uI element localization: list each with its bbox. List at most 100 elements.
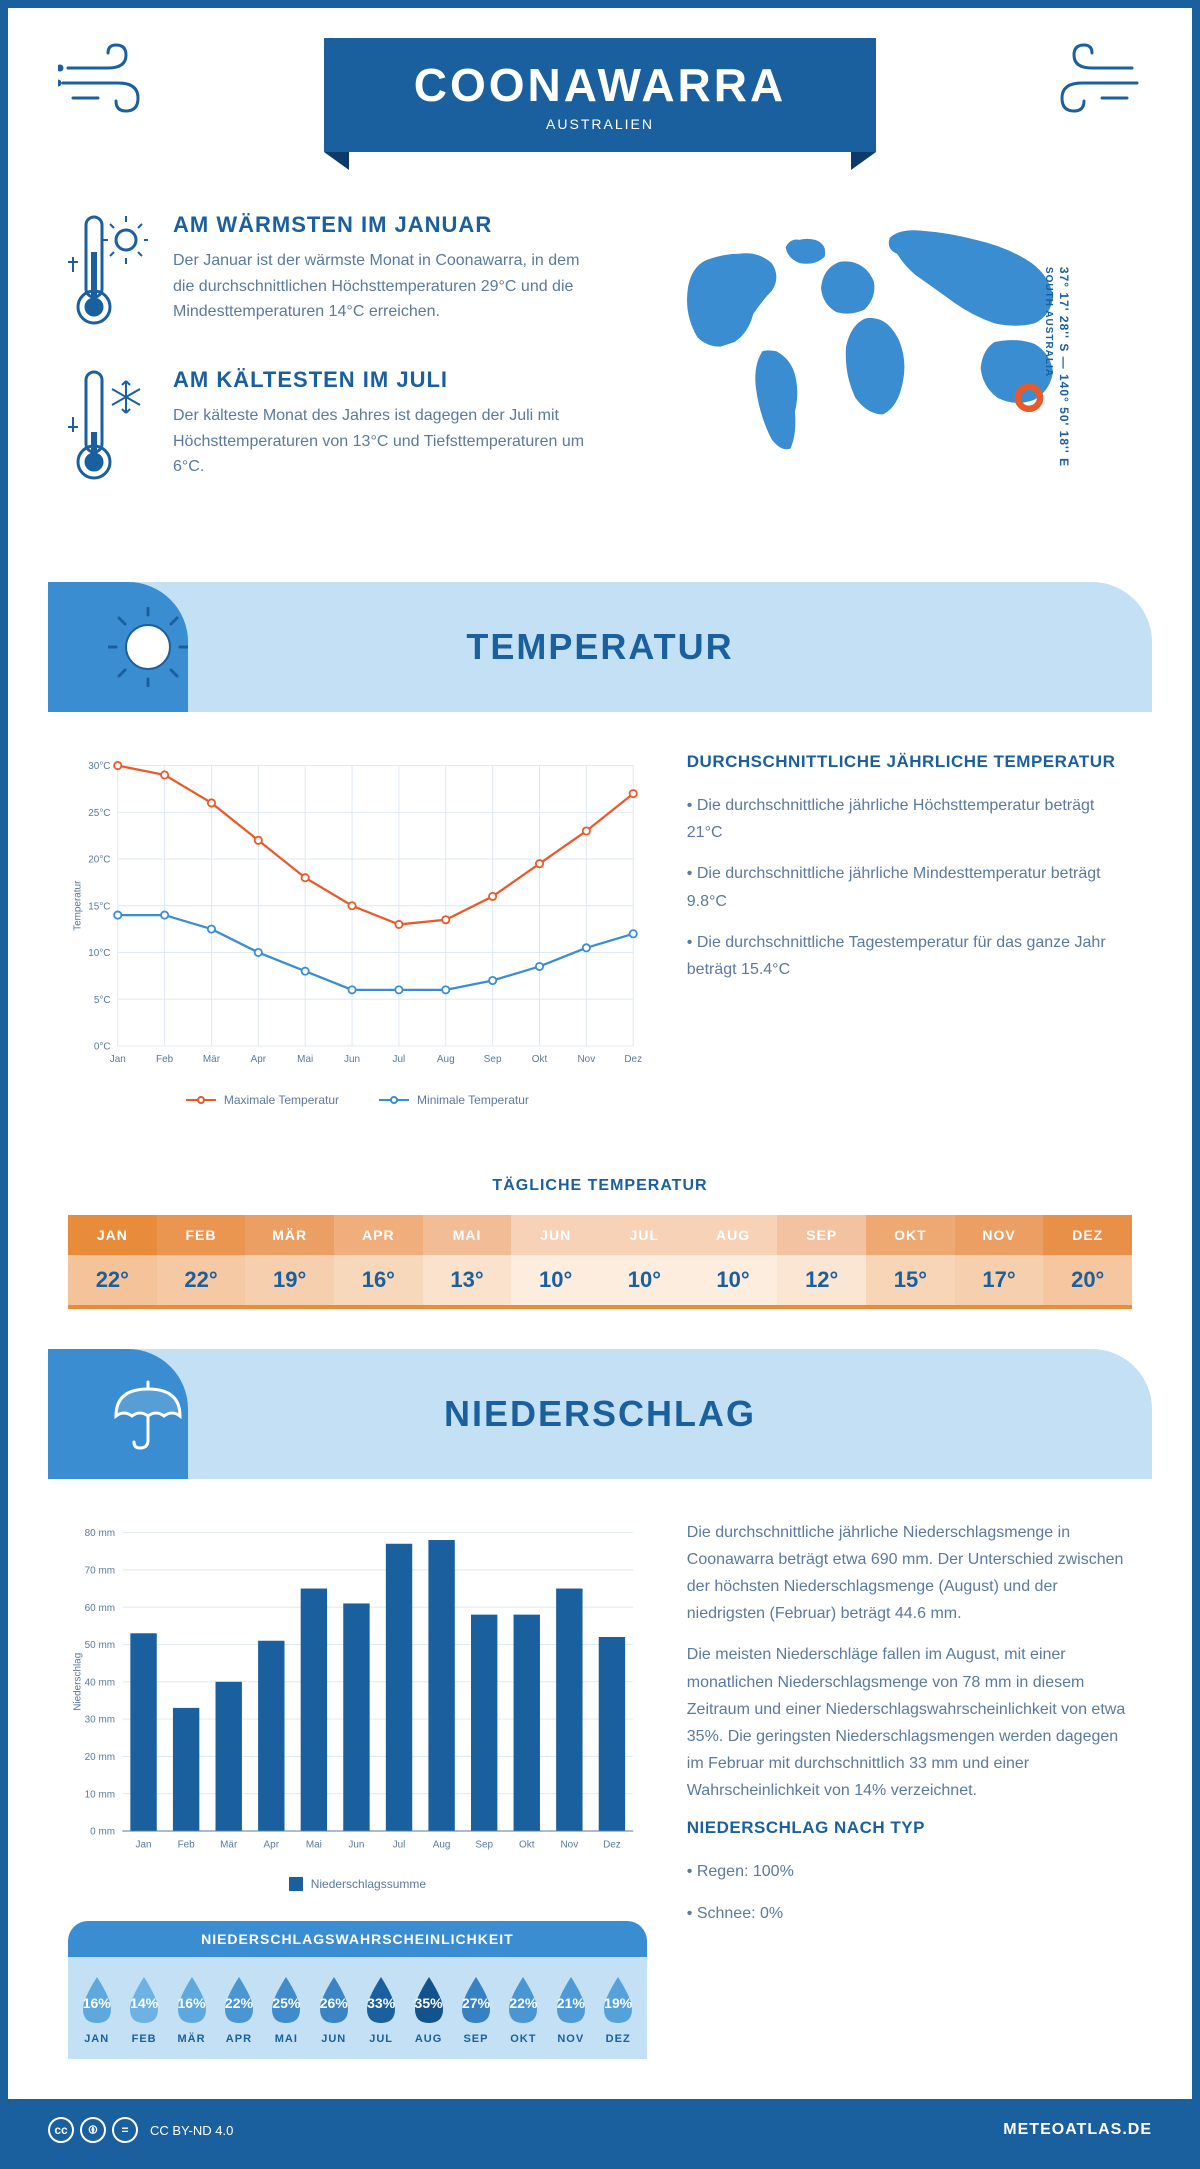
bullet: Die durchschnittliche jährliche Mindestt… (687, 860, 1132, 914)
drop-month: JUN (310, 2033, 357, 2045)
svg-text:Nov: Nov (578, 1054, 596, 1065)
drop-cell: 35%AUG (405, 1975, 452, 2045)
month-cell: APR (334, 1215, 423, 1255)
svg-text:Feb: Feb (178, 1839, 196, 1850)
drop-month: DEZ (594, 2033, 641, 2045)
cc-icons: cc 🅯 = (48, 2117, 138, 2143)
table-header-row: JANFEBMÄRAPRMAIJUNJULAUGSEPOKTNOVDEZ (68, 1215, 1132, 1255)
drop-pct: 16% (83, 1995, 111, 2011)
drop-icon: 16% (173, 1975, 211, 2025)
bullet: Regen: 100% (687, 1858, 1132, 1885)
by-icon: 🅯 (80, 2117, 106, 2143)
fact-text: Der Januar ist der wärmste Monat in Coon… (173, 248, 604, 325)
probability-drops: 16%JAN14%FEB16%MÄR22%APR25% MAI 26% JUN33%J… (68, 1957, 647, 2059)
svg-text:Mai: Mai (306, 1839, 322, 1850)
drop-cell: 22%APR (215, 1975, 262, 2045)
svg-text:5°C: 5°C (94, 995, 111, 1006)
drop-icon: 16% (78, 1975, 116, 2025)
drop-cell: 25% MAI (263, 1975, 310, 2045)
svg-text:Mai: Mai (297, 1054, 313, 1065)
value-cell: 22° (68, 1255, 157, 1305)
drop-month: FEB (120, 2033, 167, 2045)
value-cell: 16° (334, 1255, 423, 1305)
precipitation-chart-area: 0 mm10 mm20 mm30 mm40 mm50 mm60 mm70 mm8… (68, 1519, 647, 2060)
temperature-line-chart: 0°C5°C10°C15°C20°C25°C30°CJanFebMärAprMa… (68, 752, 647, 1078)
drop-icon: 35% (410, 1975, 448, 2025)
drop-pct: 21% (557, 1995, 585, 2011)
month-cell: FEB (157, 1215, 246, 1255)
svg-text:25°C: 25°C (88, 808, 110, 819)
drop-month: JUL (357, 2033, 404, 2045)
precip-para-2: Die meisten Niederschläge fallen im Augu… (687, 1641, 1132, 1804)
svg-text:Feb: Feb (156, 1054, 174, 1065)
month-cell: JUL (600, 1215, 689, 1255)
site-name: METEOATLAS.DE (1003, 2121, 1152, 2139)
infographic-page: COONAWARRA AUSTRALIEN (0, 0, 1200, 2169)
drop-icon: 22% (504, 1975, 542, 2025)
fact-content: AM KÄLTESTEN IM JULI Der kälteste Monat … (173, 367, 604, 480)
month-cell: OKT (866, 1215, 955, 1255)
drop-cell: 14%FEB (120, 1975, 167, 2045)
precipitation-probability: NIEDERSCHLAGSWAHRSCHEINLICHKEIT 16%JAN14… (68, 1921, 647, 2059)
warmest-fact: AM WÄRMSTEN IM JANUAR Der Januar ist der… (68, 212, 604, 332)
license-text: CC BY-ND 4.0 (150, 2123, 233, 2138)
bar-legend: Niederschlagssumme (68, 1877, 647, 1891)
drop-icon: 25% (267, 1975, 305, 2025)
svg-text:Okt: Okt (519, 1839, 535, 1850)
drop-pct: 35% (415, 1995, 443, 2011)
temperature-banner: TEMPERATUR (48, 582, 1152, 712)
intro-section: AM WÄRMSTEN IM JANUAR Der Januar ist der… (8, 172, 1192, 562)
section-title: NIEDERSCHLAG (218, 1393, 1092, 1435)
drop-cell: 27%SEP (452, 1975, 499, 2045)
fact-content: AM WÄRMSTEN IM JANUAR Der Januar ist der… (173, 212, 604, 325)
coords-text: 37° 17' 28'' S — 140° 50' 18'' E (1057, 267, 1071, 467)
by-type-bullets: Regen: 100%Schnee: 0% (687, 1858, 1132, 1926)
drop-pct: 26% (320, 1995, 348, 2011)
wind-icon (58, 43, 158, 123)
drop-cell: 16%JAN (73, 1975, 120, 2045)
facts-column: AM WÄRMSTEN IM JANUAR Der Januar ist der… (68, 212, 604, 522)
svg-text:Mär: Mär (220, 1839, 238, 1850)
svg-text:Jan: Jan (110, 1054, 126, 1065)
annual-title: DURCHSCHNITTLICHE JÄHRLICHE TEMPERATUR (687, 752, 1132, 772)
svg-text:Temperatur: Temperatur (73, 880, 84, 931)
table-value-row: 22°22°19°16°13°10°10°10°12°15°17°20° (68, 1255, 1132, 1305)
nd-icon: = (112, 2117, 138, 2143)
value-cell: 20° (1043, 1255, 1132, 1305)
daily-temp-table: JANFEBMÄRAPRMAIJUNJULAUGSEPOKTNOVDEZ 22°… (68, 1215, 1132, 1309)
drop-month: MAI (263, 2033, 310, 2045)
svg-text:Sep: Sep (475, 1839, 493, 1850)
svg-text:0 mm: 0 mm (90, 1826, 115, 1837)
value-cell: 15° (866, 1255, 955, 1305)
svg-text:Jan: Jan (136, 1839, 152, 1850)
drop-cell: 16%MÄR (168, 1975, 215, 2045)
svg-text:Okt: Okt (532, 1054, 548, 1065)
temperature-chart-area: 0°C5°C10°C15°C20°C25°C30°CJanFebMärAprMa… (68, 752, 647, 1107)
svg-text:Aug: Aug (433, 1839, 451, 1850)
header: COONAWARRA AUSTRALIEN (8, 8, 1192, 172)
drop-cell: 21% NOV (547, 1975, 594, 2045)
svg-text:Jul: Jul (393, 1839, 406, 1850)
prob-title: NIEDERSCHLAGSWAHRSCHEINLICHKEIT (68, 1921, 647, 1957)
bullet: Die durchschnittliche jährliche Höchstte… (687, 792, 1132, 846)
svg-text:0°C: 0°C (94, 1042, 111, 1053)
drop-month: NOV (547, 2033, 594, 2045)
svg-text:Niederschlag: Niederschlag (73, 1652, 84, 1710)
section-title: TEMPERATUR (218, 626, 1092, 668)
svg-text:Nov: Nov (560, 1839, 578, 1850)
drop-pct: 16% (178, 1995, 206, 2011)
temperature-text: DURCHSCHNITTLICHE JÄHRLICHE TEMPERATUR D… (687, 752, 1132, 1107)
svg-text:50 mm: 50 mm (85, 1640, 115, 1651)
svg-text:Mär: Mär (203, 1054, 221, 1065)
month-cell: AUG (689, 1215, 778, 1255)
thermometer-sun-icon (68, 212, 148, 332)
value-cell: 17° (955, 1255, 1044, 1305)
region-text: SOUTH AUSTRALIA (1043, 267, 1054, 377)
svg-text:10 mm: 10 mm (85, 1789, 115, 1800)
drop-cell: 33%JUL (357, 1975, 404, 2045)
annual-bullets: Die durchschnittliche jährliche Höchstte… (687, 792, 1132, 983)
umbrella-icon (108, 1374, 188, 1454)
by-type-title: NIEDERSCHLAG NACH TYP (687, 1818, 1132, 1838)
month-cell: DEZ (1043, 1215, 1132, 1255)
svg-text:Dez: Dez (603, 1839, 621, 1850)
